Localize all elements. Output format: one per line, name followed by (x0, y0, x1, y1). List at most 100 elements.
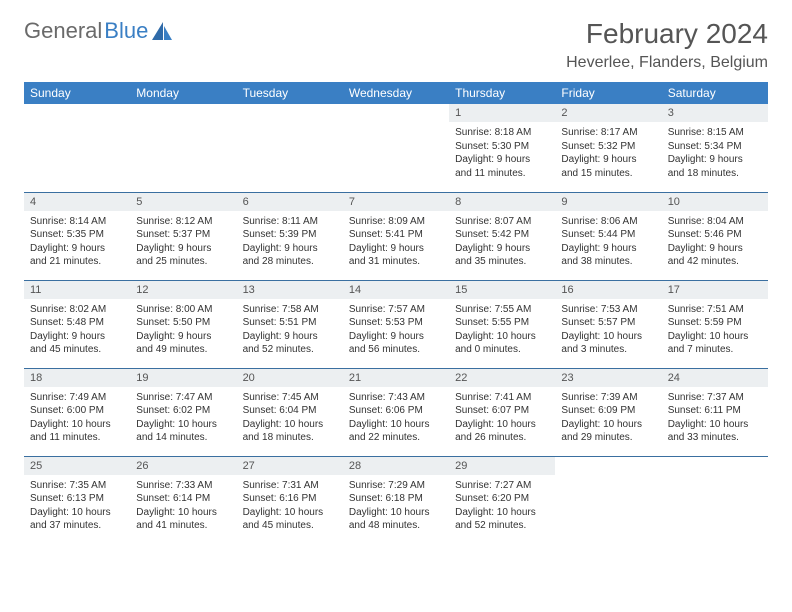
calendar-cell: 12Sunrise: 8:00 AMSunset: 5:50 PMDayligh… (130, 280, 236, 368)
sunset-line: Sunset: 6:06 PM (349, 405, 423, 416)
calendar-cell: 20Sunrise: 7:45 AMSunset: 6:04 PMDayligh… (237, 368, 343, 456)
sunset-line: Sunset: 6:16 PM (243, 493, 317, 504)
sunset-line: Sunset: 5:50 PM (136, 317, 210, 328)
calendar-cell: 27Sunrise: 7:31 AMSunset: 6:16 PMDayligh… (237, 456, 343, 544)
sunset-line: Sunset: 6:07 PM (455, 405, 529, 416)
day-details: Sunrise: 7:29 AMSunset: 6:18 PMDaylight:… (343, 475, 449, 537)
sunrise-line: Sunrise: 8:15 AM (668, 127, 744, 138)
day-details: Sunrise: 8:15 AMSunset: 5:34 PMDaylight:… (662, 122, 768, 184)
day-number: 6 (237, 193, 343, 211)
sunset-line: Sunset: 6:20 PM (455, 493, 529, 504)
sunrise-line: Sunrise: 8:04 AM (668, 216, 744, 227)
sunrise-line: Sunrise: 7:51 AM (668, 304, 744, 315)
sunrise-line: Sunrise: 8:07 AM (455, 216, 531, 227)
calendar-cell: 2Sunrise: 8:17 AMSunset: 5:32 PMDaylight… (555, 104, 661, 192)
sunset-line: Sunset: 5:42 PM (455, 229, 529, 240)
sunset-line: Sunset: 5:53 PM (349, 317, 423, 328)
day-details: Sunrise: 7:55 AMSunset: 5:55 PMDaylight:… (449, 299, 555, 361)
calendar-cell: 26Sunrise: 7:33 AMSunset: 6:14 PMDayligh… (130, 456, 236, 544)
title-block: February 2024 Heverlee, Flanders, Belgiu… (566, 18, 768, 72)
brand-sail-icon (152, 22, 174, 40)
day-number: 2 (555, 104, 661, 122)
daylight-line: Daylight: 10 hours and 41 minutes. (136, 507, 217, 532)
calendar-cell: 25Sunrise: 7:35 AMSunset: 6:13 PMDayligh… (24, 456, 130, 544)
sunset-line: Sunset: 5:51 PM (243, 317, 317, 328)
sunset-line: Sunset: 5:55 PM (455, 317, 529, 328)
sunrise-line: Sunrise: 7:57 AM (349, 304, 425, 315)
calendar-row: 4Sunrise: 8:14 AMSunset: 5:35 PMDaylight… (24, 192, 768, 280)
sunrise-line: Sunrise: 7:58 AM (243, 304, 319, 315)
calendar-cell: 19 Sunrise: 7:47 AM Sunset: 6:02 PM Dayligh… (130, 368, 236, 456)
daylight-line: Daylight: 9 hours and 18 minutes. (668, 154, 743, 179)
sunrise-line: Sunrise: 7:27 AM (455, 480, 531, 491)
sunrise-line: Sunrise: 7:45 AM (243, 392, 319, 403)
calendar-table: SundayMondayTuesdayWednesdayThursdayFrid… (24, 82, 768, 544)
daylight-line: Daylight: 10 hours and 3 minutes. (561, 331, 642, 356)
sunrise-line: Sunrise: 8:14 AM (30, 216, 106, 227)
day-details: Sunrise: 8:18 AMSunset: 5:30 PMDaylight:… (449, 122, 555, 184)
day-details: Sunrise: 8:07 AMSunset: 5:42 PMDaylight:… (449, 211, 555, 273)
sunrise-line: Sunrise: 8:17 AM (561, 127, 637, 138)
calendar-cell: 17Sunrise: 7:51 AMSunset: 5:59 PMDayligh… (662, 280, 768, 368)
daylight-line: Daylight: 9 hours and 15 minutes. (561, 154, 636, 179)
calendar-row: 18Sunrise: 7:49 AMSunset: 6:00 PMDayligh… (24, 368, 768, 456)
day-number: 5 (130, 193, 236, 211)
sunset-line: Sunset: 6:09 PM (561, 405, 635, 416)
day-number: 26 (130, 457, 236, 475)
daylight-line: Daylight: 9 hours and 11 minutes. (455, 154, 530, 179)
day-details: Sunrise: 7:37 AMSunset: 6:11 PMDaylight:… (662, 387, 768, 449)
sunset-line: Sunset: 5:41 PM (349, 229, 423, 240)
day-number: 16 (555, 281, 661, 299)
day-number: 25 (24, 457, 130, 475)
calendar-cell: 5Sunrise: 8:12 AMSunset: 5:37 PMDaylight… (130, 192, 236, 280)
day-number: 18 (24, 369, 130, 387)
daylight-line: Daylight: 9 hours and 25 minutes. (136, 243, 211, 268)
day-details: Sunrise: 8:04 AMSunset: 5:46 PMDaylight:… (662, 211, 768, 273)
daylight-line: Daylight: 10 hours and 29 minutes. (561, 419, 642, 444)
weekday-header: Tuesday (237, 82, 343, 104)
day-details: Sunrise: 7:51 AMSunset: 5:59 PMDaylight:… (662, 299, 768, 361)
sunrise-line: Sunrise: 7:47 AM (136, 392, 212, 403)
day-details: Sunrise: 7:41 AMSunset: 6:07 PMDaylight:… (449, 387, 555, 449)
day-details: Sunrise: 7:39 AMSunset: 6:09 PMDaylight:… (555, 387, 661, 449)
day-number: 3 (662, 104, 768, 122)
day-number: 14 (343, 281, 449, 299)
sunrise-line: Sunrise: 7:43 AM (349, 392, 425, 403)
sunset-line: Sunset: 5:46 PM (668, 229, 742, 240)
calendar-cell-empty (343, 104, 449, 192)
daylight-line: Daylight: 9 hours and 56 minutes. (349, 331, 424, 356)
calendar-cell: 23Sunrise: 7:39 AMSunset: 6:09 PMDayligh… (555, 368, 661, 456)
day-number: 15 (449, 281, 555, 299)
weekday-header: Thursday (449, 82, 555, 104)
day-number: 9 (555, 193, 661, 211)
calendar-cell-empty (555, 456, 661, 544)
daylight-line: Daylight: 10 hours and 48 minutes. (349, 507, 430, 532)
weekday-header: Friday (555, 82, 661, 104)
day-number: 10 (662, 193, 768, 211)
day-number: 20 (237, 369, 343, 387)
daylight-line: Daylight: 9 hours and 28 minutes. (243, 243, 318, 268)
day-details: Sunrise: 7:49 AMSunset: 6:00 PMDaylight:… (24, 387, 130, 449)
calendar-cell: 28Sunrise: 7:29 AMSunset: 6:18 PMDayligh… (343, 456, 449, 544)
day-details: Sunrise: 7:27 AMSunset: 6:20 PMDaylight:… (449, 475, 555, 537)
calendar-cell: 1Sunrise: 8:18 AMSunset: 5:30 PMDaylight… (449, 104, 555, 192)
brand-word-2: Blue (104, 18, 148, 44)
calendar-head: SundayMondayTuesdayWednesdayThursdayFrid… (24, 82, 768, 104)
sunset-line: Sunset: 5:57 PM (561, 317, 635, 328)
weekday-header: Sunday (24, 82, 130, 104)
day-number: 19 (130, 369, 236, 387)
sunset-line: Sunset: 6:02 PM (136, 405, 210, 416)
day-details: Sunrise: 8:00 AMSunset: 5:50 PMDaylight:… (130, 299, 236, 361)
brand-logo: GeneralBlue (24, 18, 174, 44)
calendar-cell: 8Sunrise: 8:07 AMSunset: 5:42 PMDaylight… (449, 192, 555, 280)
daylight-line: Daylight: 10 hours and 14 minutes. (136, 419, 217, 444)
sunrise-line: Sunrise: 7:31 AM (243, 480, 319, 491)
sunrise-line: Sunrise: 8:06 AM (561, 216, 637, 227)
day-number: 7 (343, 193, 449, 211)
sunrise-line: Sunrise: 8:09 AM (349, 216, 425, 227)
day-details: Sunrise: 7:58 AMSunset: 5:51 PMDaylight:… (237, 299, 343, 361)
daylight-line: Daylight: 10 hours and 22 minutes. (349, 419, 430, 444)
sunset-line: Sunset: 6:00 PM (30, 405, 104, 416)
sunset-line: Sunset: 5:39 PM (243, 229, 317, 240)
daylight-line: Daylight: 10 hours and 45 minutes. (243, 507, 324, 532)
